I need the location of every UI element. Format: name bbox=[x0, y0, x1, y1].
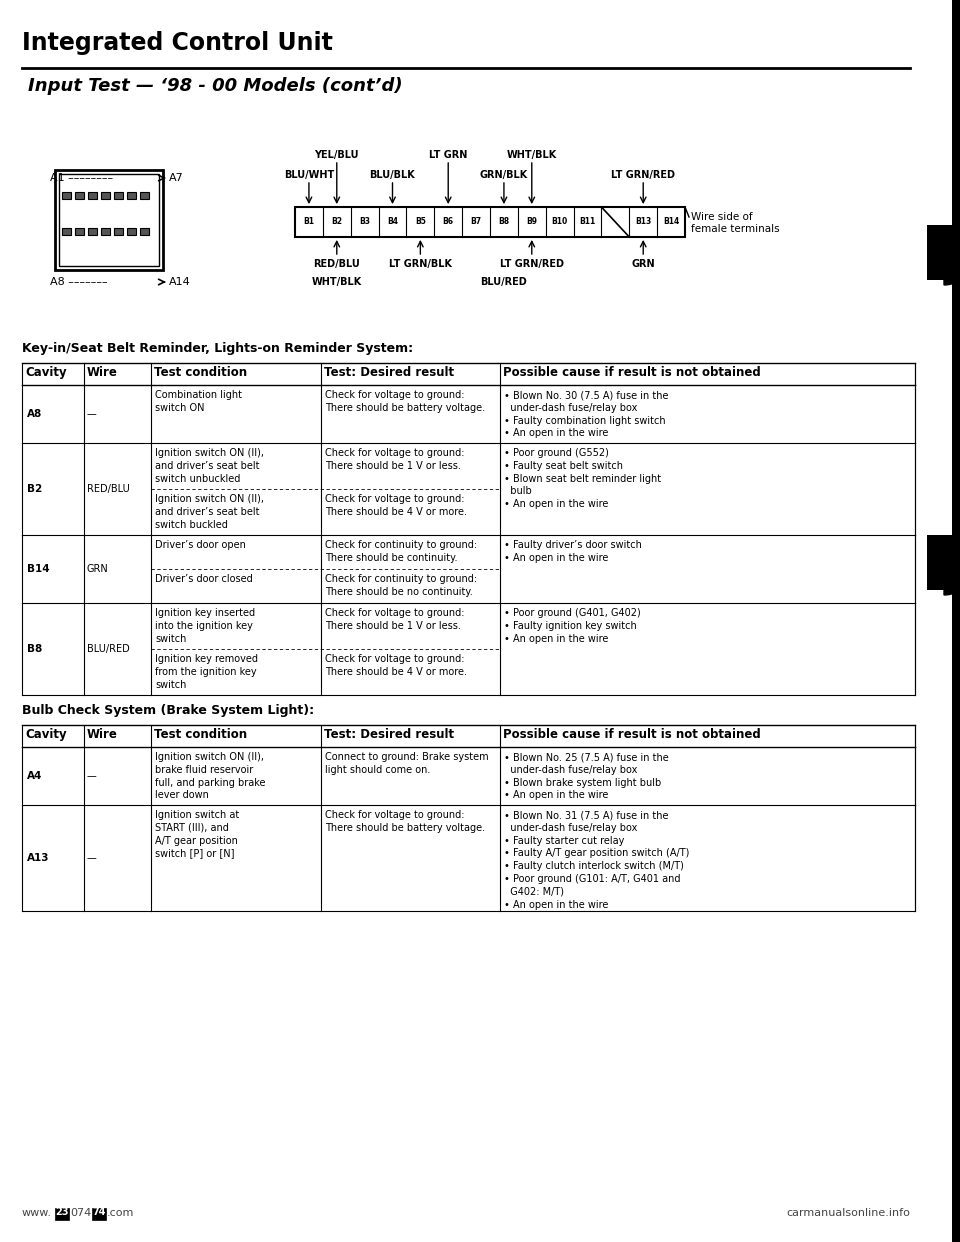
Text: GRN/BLK: GRN/BLK bbox=[480, 170, 528, 180]
Text: • Poor ground (G401, G402)
• Faulty ignition key switch
• An open in the wire: • Poor ground (G401, G402) • Faulty igni… bbox=[504, 609, 640, 643]
Text: 074: 074 bbox=[70, 1208, 91, 1218]
Bar bbox=[62, 193, 71, 199]
Text: Check for voltage to ground:
There should be 1 V or less.: Check for voltage to ground: There shoul… bbox=[325, 609, 465, 631]
Text: A14: A14 bbox=[169, 277, 191, 287]
Text: Ignition switch ON (II),
brake fluid reservoir
full, and parking brake
lever dow: Ignition switch ON (II), brake fluid res… bbox=[156, 751, 266, 800]
Text: Wire: Wire bbox=[86, 366, 117, 379]
Text: B14: B14 bbox=[663, 217, 679, 226]
Text: 23: 23 bbox=[56, 1207, 69, 1217]
Text: BLU/BLK: BLU/BLK bbox=[370, 170, 416, 180]
Text: Check for voltage to ground:
There should be 1 V or less.: Check for voltage to ground: There shoul… bbox=[325, 448, 465, 471]
Text: LT GRN: LT GRN bbox=[429, 150, 468, 160]
Text: Test condition: Test condition bbox=[155, 728, 248, 741]
Bar bbox=[88, 229, 97, 235]
Text: Test: Desired result: Test: Desired result bbox=[324, 728, 454, 741]
Text: B2: B2 bbox=[27, 484, 42, 494]
Bar bbox=[75, 229, 84, 235]
Text: LT GRN/RED: LT GRN/RED bbox=[612, 170, 675, 180]
Text: Wire side of: Wire side of bbox=[691, 212, 753, 222]
Text: A8 –––––––: A8 ––––––– bbox=[50, 277, 108, 287]
Bar bbox=[92, 1208, 106, 1220]
Text: Possible cause if result is not obtained: Possible cause if result is not obtained bbox=[503, 366, 760, 379]
Text: B2: B2 bbox=[331, 217, 343, 226]
Text: —: — bbox=[86, 853, 96, 863]
Bar bbox=[114, 193, 123, 199]
Text: .com: .com bbox=[107, 1208, 134, 1218]
Text: B9: B9 bbox=[526, 217, 538, 226]
Text: WHT/BLK: WHT/BLK bbox=[312, 277, 362, 287]
Bar bbox=[101, 193, 110, 199]
Text: Combination light
switch ON: Combination light switch ON bbox=[156, 390, 243, 412]
Polygon shape bbox=[944, 539, 960, 595]
Text: A1 ––––––––: A1 –––––––– bbox=[50, 173, 113, 183]
Bar bbox=[140, 193, 149, 199]
Text: Test condition: Test condition bbox=[155, 366, 248, 379]
Bar bbox=[55, 1208, 69, 1220]
Text: —: — bbox=[86, 409, 96, 419]
Bar bbox=[927, 225, 960, 279]
Polygon shape bbox=[944, 229, 960, 284]
Text: Ignition switch ON (II),
and driver’s seat belt
switch unbuckled: Ignition switch ON (II), and driver’s se… bbox=[156, 448, 265, 483]
Text: carmanualsonline.info: carmanualsonline.info bbox=[786, 1208, 910, 1218]
Text: B8: B8 bbox=[27, 645, 42, 655]
Text: B13: B13 bbox=[636, 217, 651, 226]
Text: Ignition switch ON (II),
and driver’s seat belt
switch buckled: Ignition switch ON (II), and driver’s se… bbox=[156, 494, 265, 529]
Text: B4: B4 bbox=[387, 217, 398, 226]
Text: Cavity: Cavity bbox=[25, 728, 66, 741]
Text: LT GRN/BLK: LT GRN/BLK bbox=[389, 260, 452, 270]
Text: Check for continuity to ground:
There should be no continuity.: Check for continuity to ground: There sh… bbox=[325, 574, 477, 597]
Text: B1: B1 bbox=[303, 217, 315, 226]
Bar bbox=[127, 229, 136, 235]
Text: GRN: GRN bbox=[86, 564, 108, 574]
Bar bbox=[59, 174, 159, 266]
Text: YEL/BLU: YEL/BLU bbox=[315, 150, 359, 160]
Bar bbox=[88, 193, 97, 199]
Text: www.: www. bbox=[22, 1208, 52, 1218]
Text: Bulb Check System (Brake System Light):: Bulb Check System (Brake System Light): bbox=[22, 704, 314, 717]
Bar bbox=[55, 170, 163, 270]
Text: A4: A4 bbox=[27, 771, 42, 781]
Bar bbox=[114, 229, 123, 235]
Text: Check for continuity to ground:
There should be continuity.: Check for continuity to ground: There sh… bbox=[325, 540, 477, 563]
Text: —: — bbox=[86, 771, 96, 781]
Text: • Blown No. 25 (7.5 A) fuse in the
  under-dash fuse/relay box
• Blown brake sys: • Blown No. 25 (7.5 A) fuse in the under… bbox=[504, 751, 668, 800]
Text: Possible cause if result is not obtained: Possible cause if result is not obtained bbox=[503, 728, 760, 741]
Text: Check for voltage to ground:
There should be battery voltage.: Check for voltage to ground: There shoul… bbox=[325, 390, 486, 412]
Bar bbox=[75, 193, 84, 199]
Text: B11: B11 bbox=[580, 217, 595, 226]
Text: Ignition key removed
from the ignition key
switch: Ignition key removed from the ignition k… bbox=[156, 655, 258, 689]
Text: Input Test — ‘98 - 00 Models (cont’d): Input Test — ‘98 - 00 Models (cont’d) bbox=[28, 77, 402, 94]
Bar bbox=[927, 535, 960, 590]
Bar bbox=[140, 229, 149, 235]
Text: B10: B10 bbox=[551, 217, 567, 226]
Text: B6: B6 bbox=[443, 217, 454, 226]
Bar bbox=[127, 193, 136, 199]
Text: A8: A8 bbox=[27, 409, 42, 419]
Text: Check for voltage to ground:
There should be 4 V or more.: Check for voltage to ground: There shoul… bbox=[325, 494, 468, 517]
Text: GRN: GRN bbox=[632, 260, 655, 270]
Bar bbox=[101, 229, 110, 235]
Text: BLU/RED: BLU/RED bbox=[86, 645, 130, 655]
Text: Integrated Control Unit: Integrated Control Unit bbox=[22, 31, 333, 55]
Text: Driver’s door open: Driver’s door open bbox=[156, 540, 247, 550]
Text: Check for voltage to ground:
There should be 4 V or more.: Check for voltage to ground: There shoul… bbox=[325, 655, 468, 677]
Text: Ignition switch at
START (III), and
A/T gear position
switch [P] or [N]: Ignition switch at START (III), and A/T … bbox=[156, 810, 240, 858]
Text: BLU/WHT: BLU/WHT bbox=[284, 170, 334, 180]
Text: B3: B3 bbox=[359, 217, 371, 226]
Text: Driver’s door closed: Driver’s door closed bbox=[156, 574, 253, 584]
Text: female terminals: female terminals bbox=[691, 224, 780, 233]
Text: RED/BLU: RED/BLU bbox=[86, 484, 130, 494]
Text: • Poor ground (G552)
• Faulty seat belt switch
• Blown seat belt reminder light
: • Poor ground (G552) • Faulty seat belt … bbox=[504, 448, 660, 509]
Text: Check for voltage to ground:
There should be battery voltage.: Check for voltage to ground: There shoul… bbox=[325, 810, 486, 833]
Text: 74: 74 bbox=[92, 1207, 106, 1217]
Text: B7: B7 bbox=[470, 217, 482, 226]
Text: A13: A13 bbox=[27, 853, 50, 863]
Text: B8: B8 bbox=[498, 217, 510, 226]
Text: LT GRN/RED: LT GRN/RED bbox=[500, 260, 564, 270]
Bar bbox=[952, 0, 960, 1242]
Bar bbox=[295, 207, 685, 237]
Text: Key-in/Seat Belt Reminder, Lights-on Reminder System:: Key-in/Seat Belt Reminder, Lights-on Rem… bbox=[22, 342, 413, 355]
Text: WHT/BLK: WHT/BLK bbox=[507, 150, 557, 160]
Text: B14: B14 bbox=[27, 564, 50, 574]
Text: B5: B5 bbox=[415, 217, 426, 226]
